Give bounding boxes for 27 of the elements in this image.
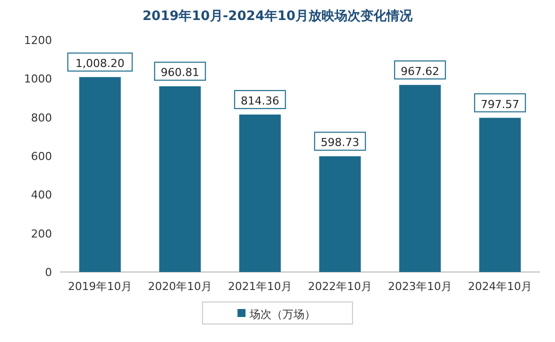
x-tick-label: 2021年10月	[228, 280, 292, 293]
bar	[79, 77, 121, 272]
y-tick-label: 1200	[24, 34, 52, 47]
x-tick-label: 2020年10月	[148, 280, 212, 293]
x-tick-label: 2024年10月	[468, 280, 532, 293]
legend-label: 场次（万场）	[248, 308, 316, 321]
data-label: 1,008.20	[76, 57, 124, 70]
bar	[319, 156, 361, 272]
y-tick-label: 1000	[24, 72, 52, 86]
data-label: 598.73	[320, 136, 360, 150]
data-label: 960.81	[160, 66, 200, 80]
y-tick-label: 600	[31, 150, 52, 163]
y-tick-label: 800	[31, 111, 52, 124]
data-label: 967.62	[400, 64, 440, 78]
x-tick-label: 2023年10月	[388, 280, 452, 293]
y-tick-label: 200	[31, 227, 52, 240]
x-tick-label: 2019年10月	[68, 280, 132, 293]
bar	[479, 118, 521, 272]
bar	[159, 86, 201, 272]
chart-title: 2019年10月-2024年10月放映场次变化情况	[142, 8, 414, 24]
x-tick-label: 2022年10月	[308, 280, 372, 293]
data-label: 797.57	[480, 98, 520, 111]
bar	[399, 84, 441, 272]
data-label: 814.36	[240, 94, 280, 108]
y-tick-label: 0	[45, 266, 52, 279]
bar	[239, 114, 281, 272]
y-tick-label: 400	[31, 188, 52, 202]
